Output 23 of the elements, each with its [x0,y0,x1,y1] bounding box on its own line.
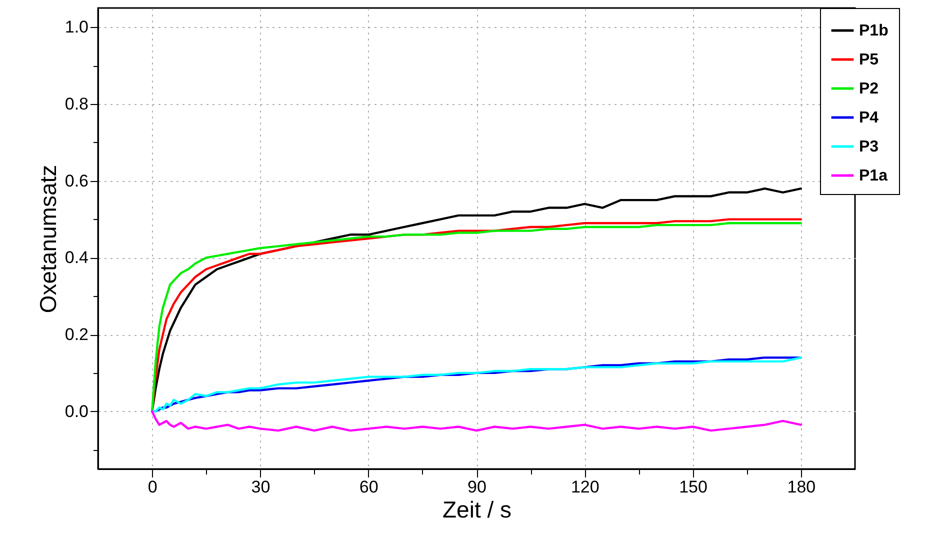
y-tick-label: 1.0 [64,18,88,37]
x-tick-label: 0 [148,478,158,496]
line-series [150,410,802,432]
y-tick-label: 0.4 [64,248,88,268]
x-tick-label: 120 [570,478,600,496]
y-axis-title: Oxetanumsatz [34,164,61,314]
legend-label: P4 [859,110,879,126]
legend-label: P1b [859,22,889,40]
x-axis-title: Zeit / s [442,496,512,522]
y-tick-label: 0.2 [64,325,88,344]
y-tick-label: 0.0 [64,402,88,421]
x-tick-label: 90 [468,478,486,496]
x-tick-label: 60 [359,478,378,496]
y-tick-label: 0.6 [64,171,88,190]
x-tick-label: 30 [251,478,270,496]
legend-label: P2 [859,80,879,98]
line-series [150,356,802,412]
legend-label: P1a [859,168,888,184]
legend-label: P5 [859,52,879,68]
y-tick-label: 0.8 [64,94,88,114]
x-tick-label: 180 [787,478,816,496]
legend-label: P3 [859,138,879,156]
x-tick-label: 150 [679,478,708,496]
